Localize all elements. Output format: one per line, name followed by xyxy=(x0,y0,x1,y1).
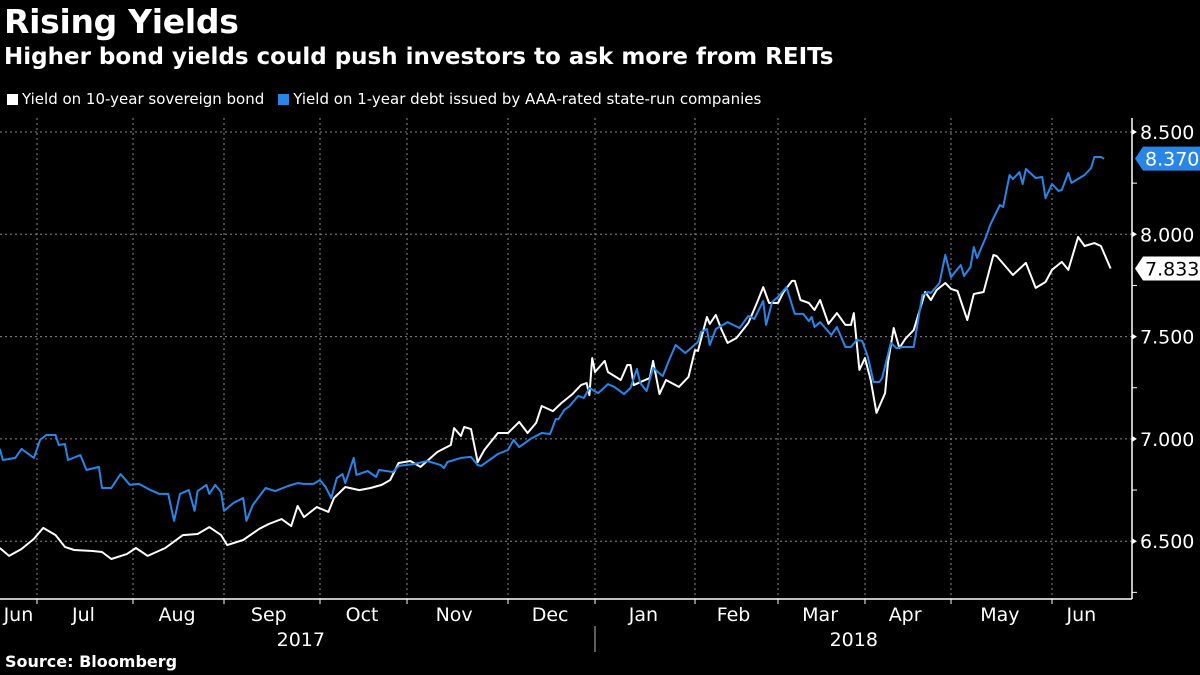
last-value-tag-text: 7.833 xyxy=(1145,258,1199,280)
x-month-label: Jun xyxy=(1065,604,1096,626)
series-line-10yr-sovereign xyxy=(0,236,1112,560)
legend: Yield on 10-year sovereign bond Yield on… xyxy=(7,90,775,108)
y-tick-label: 7.500 xyxy=(1140,327,1194,349)
series-lines xyxy=(0,156,1112,560)
legend-item-1yr: Yield on 1-year debt issued by AAA-rated… xyxy=(278,90,761,108)
x-month-label: Apr xyxy=(889,604,922,626)
legend-item-10yr: Yield on 10-year sovereign bond xyxy=(7,90,264,108)
x-year-label: 2018 xyxy=(830,629,878,651)
x-year-label: 2017 xyxy=(277,629,325,651)
last-value-tag-10yr: 7.833 xyxy=(1135,256,1200,281)
last-value-tag-bg xyxy=(1135,146,1200,171)
y-tick-mark xyxy=(1132,538,1137,545)
source-note: Source: Bloomberg xyxy=(5,652,178,671)
x-month-label: Sep xyxy=(251,604,287,626)
x-month-label: Mar xyxy=(802,604,838,626)
y-tick-mark xyxy=(1132,129,1137,135)
legend-label-1yr: Yield on 1-year debt issued by AAA-rated… xyxy=(293,90,762,108)
y-tick-label: 8.500 xyxy=(1140,122,1194,144)
last-value-tags: 7.833 8.370 xyxy=(1135,146,1200,281)
x-month-label: Oct xyxy=(346,604,379,626)
y-tick-label: 6.500 xyxy=(1140,531,1194,553)
series-line-1yr-aaa xyxy=(0,156,1105,522)
x-month-label: Aug xyxy=(158,604,195,626)
y-tick-label: 7.000 xyxy=(1140,429,1194,451)
y-tick-mark xyxy=(1132,231,1137,238)
grid-lines xyxy=(0,118,1132,599)
x-month-label: May xyxy=(980,604,1019,626)
legend-swatch-10yr xyxy=(7,93,18,105)
chart-title: Rising Yields xyxy=(4,2,239,41)
last-value-tag-1yr: 8.370 xyxy=(1135,146,1200,171)
legend-swatch-1yr xyxy=(278,93,290,105)
axis-labels: 6.500 7.000 7.500 8.000 8.500 Jun Jul Aug Sep Oct… xyxy=(3,122,1195,651)
x-month-label: Jan xyxy=(628,604,658,626)
chart-subtitle: Higher bond yields could push investors … xyxy=(4,44,834,70)
x-month-label: Dec xyxy=(532,604,569,626)
legend-label-10yr: Yield on 10-year sovereign bond xyxy=(22,90,265,108)
y-tick-label: 8.000 xyxy=(1140,224,1194,246)
last-value-tag-bg xyxy=(1135,256,1200,281)
y-tick-mark xyxy=(1132,333,1137,340)
last-value-tag-text: 8.370 xyxy=(1145,149,1199,171)
axes xyxy=(0,118,1137,652)
x-month-label: Feb xyxy=(717,604,751,626)
y-tick-mark xyxy=(1132,435,1137,442)
x-month-label: Jul xyxy=(71,604,95,626)
x-month-label: Nov xyxy=(436,604,473,626)
x-month-label: Jun xyxy=(3,604,34,626)
